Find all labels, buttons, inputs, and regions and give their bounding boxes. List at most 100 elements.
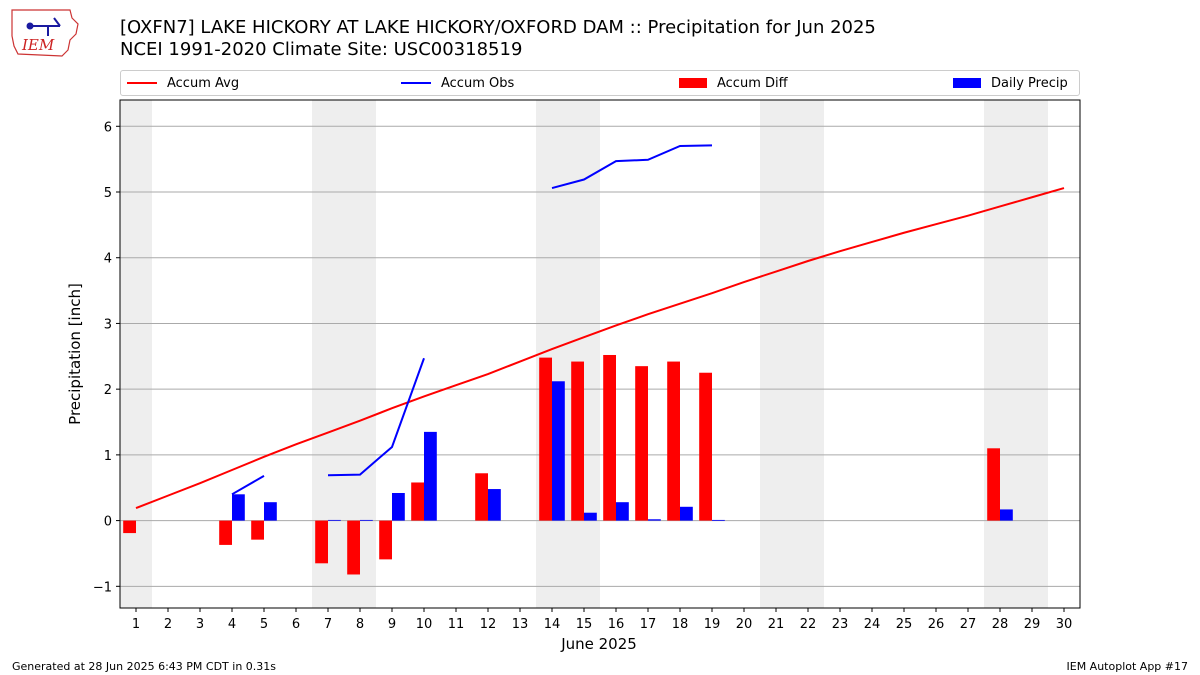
accum-diff-bar: [667, 361, 680, 521]
x-tick-label: 9: [388, 617, 396, 632]
weekend-band: [984, 100, 1048, 608]
daily-precip-bar: [488, 489, 501, 521]
legend-item-accum-avg: Accum Avg: [127, 71, 239, 95]
accum-diff-bar: [635, 366, 648, 521]
footer-app: IEM Autoplot App #17: [1066, 660, 1189, 673]
accum-diff-bar: [219, 520, 232, 545]
daily-precip-bar: [1000, 509, 1013, 521]
y-tick-label: 3: [104, 317, 112, 332]
x-tick-label: 19: [704, 617, 721, 632]
accum-obs-line: [551, 144, 713, 190]
legend-item-accum-obs: Accum Obs: [401, 71, 514, 95]
bars: [123, 354, 1013, 575]
daily-precip-bar: [360, 519, 373, 521]
x-tick-label: 6: [292, 617, 300, 632]
x-tick-label: 13: [512, 617, 529, 632]
y-tick-label: 5: [104, 186, 112, 201]
accum-diff-bar: [699, 372, 712, 521]
legend-item-daily-precip: Daily Precip: [953, 71, 1068, 95]
daily-precip-bar: [584, 512, 597, 521]
legend-swatch-daily-precip: [953, 78, 981, 88]
daily-precip-bar: [648, 519, 661, 521]
legend-item-accum-diff: Accum Diff: [679, 71, 788, 95]
plot-frame: [119, 99, 1081, 609]
accum-obs-line: [231, 475, 265, 496]
legend-swatch-accum-avg: [127, 82, 157, 84]
accum-diff-bar: [539, 357, 552, 521]
x-tick-label: 30: [1056, 617, 1073, 632]
x-tick-label: 18: [672, 617, 689, 632]
x-tick-label: 24: [864, 617, 881, 632]
x-tick-label: 28: [992, 617, 1009, 632]
legend-swatch-accum-diff: [679, 78, 707, 88]
x-tick-label: 27: [960, 617, 977, 632]
y-tick-label: 2: [104, 383, 112, 398]
daily-precip-bar: [616, 502, 629, 521]
x-tick-label: 17: [640, 617, 657, 632]
daily-precip-bar: [680, 506, 693, 521]
y-tick-label: 4: [104, 252, 112, 267]
accum-diff-bar: [603, 354, 616, 521]
accum-obs-line: [327, 357, 425, 477]
x-tick-label: 10: [416, 617, 433, 632]
daily-precip-bar: [712, 519, 725, 521]
y-axis-label: Precipitation [inch]: [66, 283, 84, 425]
x-tick-label: 21: [768, 617, 785, 632]
accum-diff-bar: [123, 520, 136, 534]
daily-precip-bar: [328, 519, 341, 521]
weekend-band: [760, 100, 824, 608]
accum-diff-bar: [315, 520, 328, 564]
legend-label-accum-obs: Accum Obs: [441, 75, 515, 91]
legend-swatch-accum-obs: [401, 82, 431, 84]
logo-text: IEM: [21, 36, 55, 54]
x-tick-label: 3: [196, 617, 204, 632]
accum-diff-bar: [475, 473, 488, 521]
x-tick-label: 23: [832, 617, 849, 632]
footer-generated: Generated at 28 Jun 2025 6:43 PM CDT in …: [12, 660, 277, 673]
x-tick-label: 5: [260, 617, 268, 632]
chart-title: [OXFN7] LAKE HICKORY AT LAKE HICKORY/OXF…: [120, 17, 876, 38]
x-tick-label: 25: [896, 617, 913, 632]
chart-subtitle: NCEI 1991-2020 Climate Site: USC00318519: [120, 39, 523, 60]
grid-lines: [120, 125, 1080, 587]
accum-diff-bar: [987, 448, 1000, 521]
accum-diff-bar: [411, 482, 424, 521]
legend: Accum Avg Accum Obs Accum Diff Daily Pre…: [120, 70, 1080, 96]
y-tick-label: 6: [104, 120, 112, 135]
x-axis-label: June 2025: [560, 635, 637, 653]
daily-precip-bar: [552, 381, 565, 521]
x-tick-label: 12: [480, 617, 497, 632]
x-tick-label: 2: [164, 617, 172, 632]
weather-station-icon: [26, 17, 61, 36]
legend-label-daily-precip: Daily Precip: [991, 75, 1068, 91]
daily-precip-bar: [424, 431, 437, 521]
accum-diff-bar: [251, 520, 264, 540]
x-tick-label: 29: [1024, 617, 1041, 632]
x-tick-label: 1: [132, 617, 140, 632]
x-tick-label: 14: [544, 617, 561, 632]
x-tick-label: 8: [356, 617, 364, 632]
x-tick-label: 4: [228, 617, 236, 632]
daily-precip-bar: [232, 494, 245, 521]
legend-label-accum-diff: Accum Diff: [717, 75, 788, 91]
x-tick-label: 11: [448, 617, 465, 632]
x-tick-label: 15: [576, 617, 593, 632]
iem-logo: IEM: [11, 9, 79, 57]
x-tick-label: 26: [928, 617, 945, 632]
legend-label-accum-avg: Accum Avg: [167, 75, 240, 91]
daily-precip-bar: [264, 502, 277, 521]
x-tick-label: 22: [800, 617, 817, 632]
accum-diff-bar: [379, 520, 392, 560]
x-tick-label: 7: [324, 617, 332, 632]
lines: [135, 144, 1065, 510]
y-tick-label: 1: [104, 449, 112, 464]
accum-avg-line: [135, 187, 1065, 510]
x-tick-label: 16: [608, 617, 625, 632]
y-tick-label: −1: [93, 580, 112, 595]
daily-precip-bar: [392, 492, 405, 521]
y-tick-label: 0: [104, 515, 112, 530]
accum-diff-bar: [347, 520, 360, 575]
x-tick-label: 20: [736, 617, 753, 632]
